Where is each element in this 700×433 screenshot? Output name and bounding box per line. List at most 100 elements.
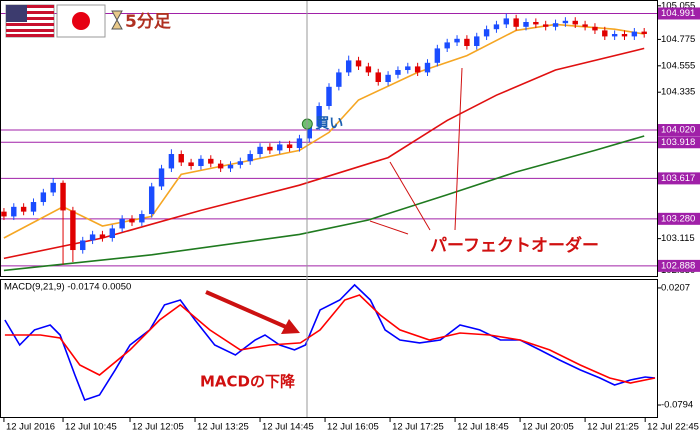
macd-panel (0, 279, 658, 418)
level-label: 102.888 (661, 260, 695, 271)
candle-body (533, 22, 539, 25)
candle-body (237, 161, 244, 165)
annotation-arrows (369, 67, 463, 235)
y-tick-label: 105.055 (661, 0, 695, 11)
timeframe-label: 5分足 (125, 12, 171, 32)
x-tick-label: 12 Jul 18:45 (457, 422, 509, 433)
macd-line (4, 294, 656, 384)
indicator-title: MACD(9,21,9) -0.0174 0.0050 (4, 282, 131, 293)
candle-body (405, 66, 411, 71)
candle-body (474, 36, 480, 47)
x-tick-label: 12 Jul 12:05 (132, 422, 184, 433)
y-tick-label: 0.0207 (661, 282, 690, 293)
candle-body (277, 144, 283, 151)
candle-body (80, 240, 86, 251)
candle-body (562, 20, 569, 24)
candle-body (257, 146, 263, 155)
y-tick-label: 104.555 (661, 60, 695, 71)
candle-body (375, 72, 381, 83)
candle-body (286, 144, 293, 149)
moving-average (3, 135, 645, 272)
us-flag (5, 4, 55, 38)
candle-body (641, 31, 647, 35)
candle-body (552, 23, 559, 27)
buy-label: 買い (315, 116, 343, 132)
candle-body (592, 26, 598, 31)
candle-body (11, 206, 17, 217)
candle-body (513, 18, 519, 27)
y-tick-label: 104.775 (661, 34, 695, 45)
candle-body (542, 24, 549, 27)
x-tick-label: 12 Jul 17:25 (392, 422, 444, 433)
moving-average (3, 47, 645, 260)
level-label: 103.617 (661, 173, 695, 184)
candle-body (168, 154, 175, 169)
hourglass-icon (111, 10, 123, 30)
candle-body (414, 66, 421, 73)
annotation: MACDの下降 (200, 373, 296, 391)
candle-body (40, 192, 47, 203)
candle-body (336, 72, 342, 87)
candle-body (158, 168, 165, 187)
level-label-bg (658, 136, 700, 149)
candle-body (30, 202, 37, 212)
x-tick-label: 12 Jul 22:45 (647, 422, 699, 433)
candle-body (109, 228, 115, 239)
candle-body (316, 106, 322, 127)
candle-body (444, 42, 450, 49)
candle-body (20, 206, 27, 212)
candle-body (503, 18, 510, 25)
moving-average (3, 23, 645, 239)
candle-body (188, 162, 194, 167)
candle-body (631, 31, 638, 37)
candle-body (119, 218, 125, 229)
candle-body (267, 146, 273, 151)
candle-body (464, 38, 470, 47)
y-tick-label: 104.335 (661, 87, 695, 98)
y-tick-label: 103.115 (661, 233, 695, 244)
candle-body (523, 22, 529, 27)
candle-body (50, 182, 56, 193)
candle-body (621, 34, 628, 37)
x-tick-label: 12 Jul 21:25 (587, 422, 639, 433)
candle-body (454, 38, 460, 43)
candle-body (178, 154, 184, 163)
candle-body (1, 211, 7, 217)
candle-body (582, 24, 588, 27)
candle-body (296, 138, 303, 149)
level-label: 103.918 (661, 137, 695, 148)
candle-body (129, 218, 135, 223)
candle-body (99, 234, 106, 239)
candle-body (148, 186, 155, 215)
candle-body (345, 60, 352, 73)
candle-body (493, 24, 500, 30)
candle-body (424, 62, 431, 73)
candle-body (70, 210, 76, 251)
level-label-bg (658, 172, 700, 185)
x-tick-label: 12 Jul 16:05 (327, 422, 379, 433)
candle-body (602, 30, 608, 37)
trend-arrow (205, 290, 300, 334)
level-label: 104.020 (661, 125, 695, 136)
candle-body (217, 163, 224, 169)
jp-flag (56, 4, 106, 38)
candle-body (483, 29, 490, 37)
candle-body (326, 86, 332, 107)
level-label: 104.991 (661, 8, 695, 19)
x-tick-label: 12 Jul 13:25 (197, 422, 249, 433)
candle-body (139, 214, 145, 223)
macd-line (4, 283, 656, 402)
candle-body (611, 34, 618, 37)
level-label: 103.280 (661, 213, 695, 224)
candle-body (89, 234, 96, 241)
candle-body (434, 48, 441, 63)
candle-body (385, 74, 391, 83)
candle-body (572, 20, 578, 25)
x-tick-label: 12 Jul 14:45 (262, 422, 314, 433)
candle-body (208, 158, 214, 164)
annotation: パーフェクトオーダー (430, 235, 599, 256)
x-tick-label: 12 Jul 2016 (6, 422, 55, 433)
y-tick-label: -0.0794 (661, 400, 693, 411)
level-label-bg (658, 124, 700, 137)
